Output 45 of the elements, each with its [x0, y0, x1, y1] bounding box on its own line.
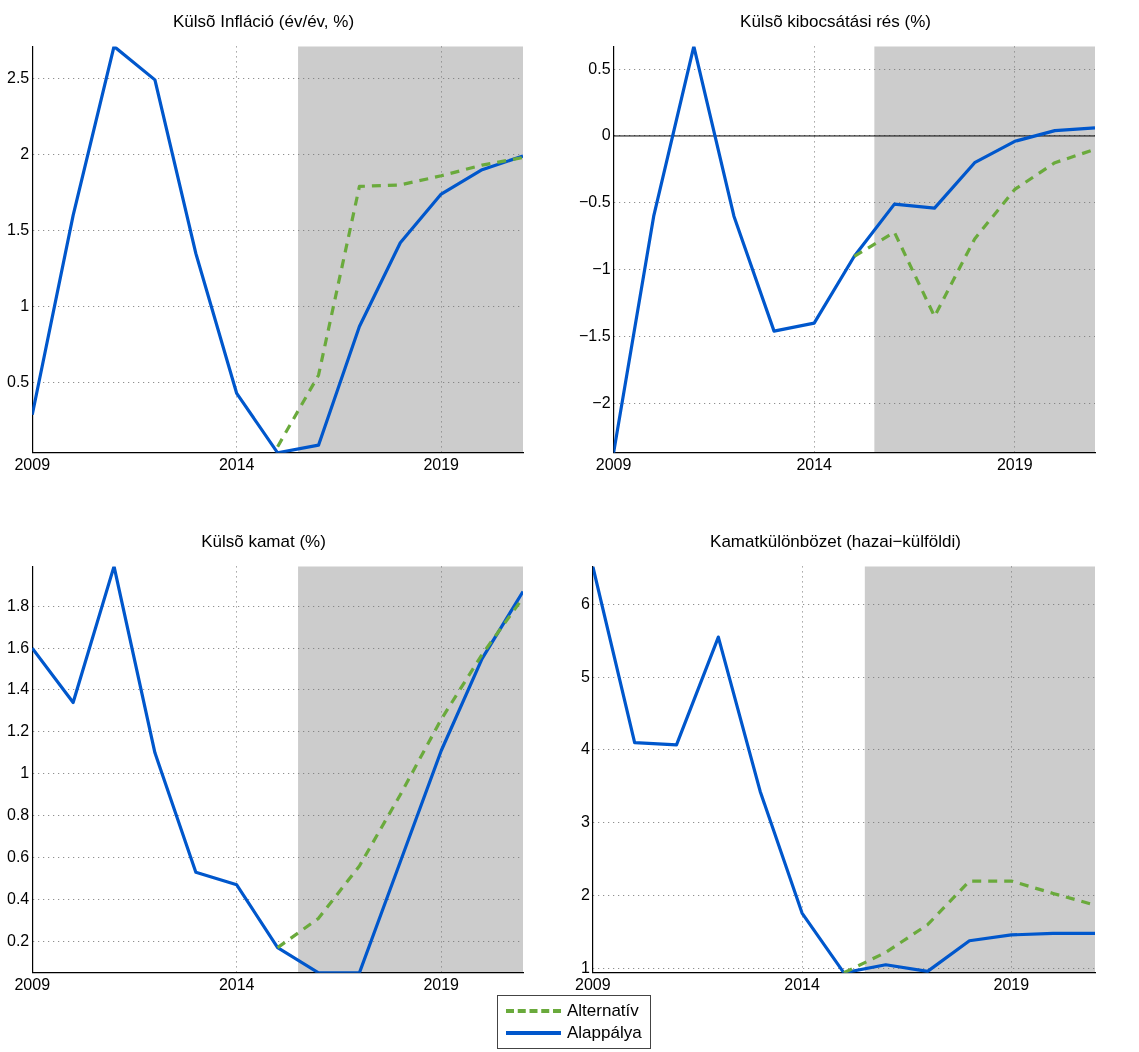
y-tick-label: 2	[580, 886, 590, 903]
x-tick-label: 2019	[996, 455, 1033, 473]
x-tick-label: 2014	[218, 975, 255, 993]
chart-title: Külsõ Infláció (év/év, %)	[172, 11, 355, 31]
x-tick-label: 2014	[796, 455, 833, 473]
y-tick-label: 0.6	[6, 847, 30, 865]
y-tick-label: 1.2	[6, 722, 30, 740]
line-series	[276, 155, 523, 449]
x-tick-label: 2009	[14, 455, 51, 473]
y-tick-label: 0.5	[588, 59, 611, 77]
chart-title: Külsõ kamat (%)	[201, 531, 326, 551]
chart-title: Kamatkülönbözet (hazai−külföldi)	[710, 531, 961, 551]
x-tick-label: 2019	[993, 975, 1030, 993]
y-tick-label: 0.2	[6, 931, 30, 949]
y-tick-label: 0.5	[6, 373, 30, 391]
y-tick-label: 4	[580, 740, 590, 758]
y-tick-label: 1.4	[6, 680, 30, 698]
y-tick-label: 0	[601, 126, 611, 144]
y-tick-label: 3	[580, 813, 590, 831]
x-tick-label: 2019	[423, 975, 460, 993]
y-tick-label: 6	[580, 594, 590, 612]
x-tick-label: 2014	[218, 455, 255, 473]
y-tick-label: 2.5	[6, 68, 30, 86]
x-tick-label: 2009	[595, 455, 632, 473]
y-tick-label: −1	[592, 260, 611, 278]
legend-label: Alappálya	[567, 1022, 642, 1044]
x-tick-label: 2009	[14, 975, 51, 993]
x-tick-label: 2014	[784, 975, 820, 993]
y-tick-label: 0.4	[6, 889, 30, 907]
y-tick-label: 0.8	[6, 806, 30, 824]
y-tick-label: −0.5	[578, 193, 611, 211]
y-tick-label: 2	[20, 144, 30, 162]
y-tick-label: −2	[592, 393, 611, 411]
x-tick-label: 2019	[423, 455, 460, 473]
y-tick-label: 1	[580, 958, 590, 976]
chart-title: Külsõ kibocsátási rés (%)	[740, 11, 931, 31]
y-tick-label: −1.5	[578, 326, 611, 344]
x-tick-label: 2009	[575, 975, 611, 993]
y-tick-label: 5	[580, 667, 590, 685]
y-tick-label: 1	[20, 764, 30, 782]
legend-label: Alternatív	[567, 1000, 639, 1022]
y-tick-label: 1.5	[6, 220, 30, 238]
y-tick-label: 1.8	[6, 596, 30, 614]
y-tick-label: 1	[20, 297, 30, 315]
y-tick-label: 1.6	[6, 638, 30, 656]
